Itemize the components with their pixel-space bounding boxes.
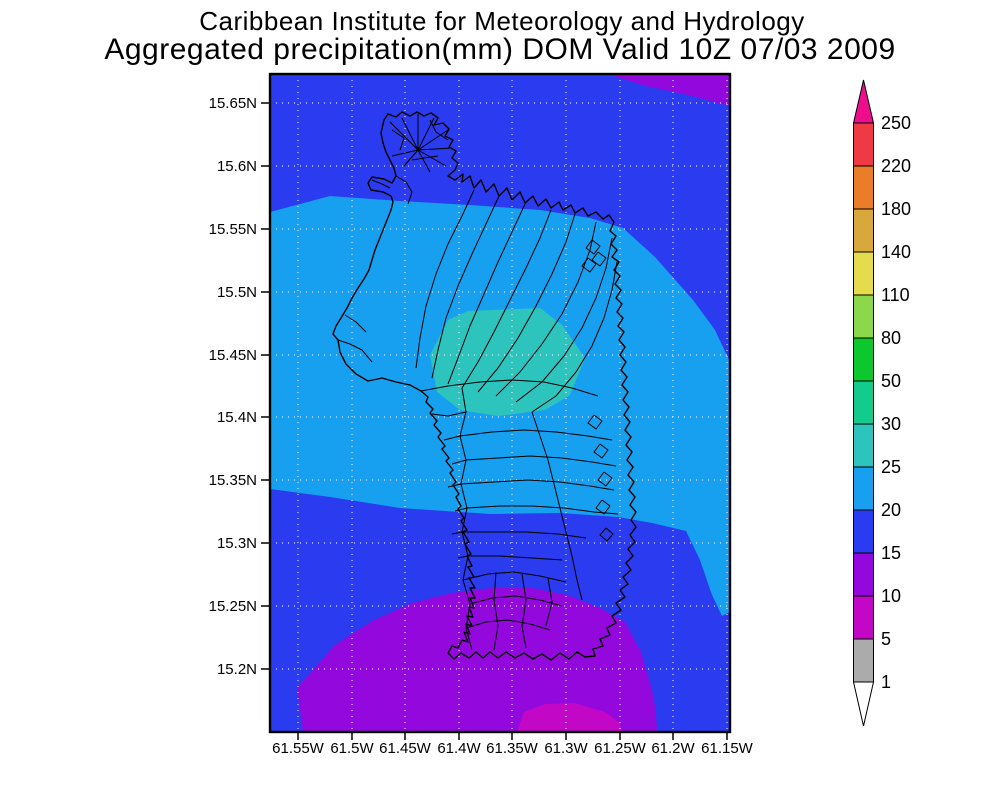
lat-label: 15.2N [217, 661, 257, 678]
colorbar-label: 110 [881, 285, 910, 305]
colorbar-segment [853, 251, 874, 296]
lon-label: 61.3W [544, 740, 588, 757]
lon-label: 61.55W [272, 740, 325, 757]
lat-label: 15.65N [209, 95, 257, 112]
field-band-25-30 [430, 308, 585, 416]
figure-titles: Caribbean Institute for Meteorology and … [104, 6, 895, 66]
plot-border [268, 72, 732, 734]
precip-field [270, 74, 730, 732]
colorbar-label: 15 [881, 543, 901, 563]
colorbar-label: 5 [881, 629, 891, 649]
lon-label: 61.5W [330, 740, 374, 757]
colorbar-label: 50 [881, 371, 901, 391]
colorbar-label: 1 [881, 672, 891, 692]
lon-label: 61.35W [486, 740, 539, 757]
colorbar-label: 80 [881, 328, 901, 348]
lon-axis-labels: 61.55W 61.5W 61.45W 61.4W 61.35W 61.3W 6… [272, 740, 754, 757]
colorbar-segment [853, 552, 874, 597]
colorbar-segment [853, 294, 874, 339]
lon-label: 61.45W [379, 740, 432, 757]
lat-label: 15.3N [217, 535, 257, 552]
lat-label: 15.55N [209, 221, 257, 238]
colorbar: 250 220 180 140 110 80 50 30 25 20 15 10… [852, 79, 911, 727]
colorbar-label: 25 [881, 457, 901, 477]
colorbar-label: 10 [881, 586, 901, 606]
field-band-10-15-northeast [607, 74, 730, 106]
colorbar-segment [853, 380, 874, 425]
colorbar-segment [853, 638, 874, 683]
lat-label: 15.25N [209, 598, 257, 615]
colorbar-segment [853, 595, 874, 640]
lon-label: 61.4W [437, 740, 481, 757]
colorbar-segment [853, 337, 874, 382]
colorbar-label: 20 [881, 500, 901, 520]
lat-axis-labels: 15.65N 15.6N 15.55N 15.5N 15.45N 15.4N 1… [209, 95, 257, 678]
figure-title-line2: Aggregated precipitation(mm) DOM Valid 1… [104, 33, 895, 66]
colorbar-segment [853, 165, 874, 210]
axis-ticks [261, 102, 728, 740]
lat-label: 15.5N [217, 284, 257, 301]
dominica-coastline [332, 111, 637, 661]
colorbar-segment [853, 466, 874, 511]
field-band-5-10 [517, 703, 622, 732]
colorbar-label: 220 [881, 156, 911, 176]
colorbar-labels: 250 220 180 140 110 80 50 30 25 20 15 10… [881, 113, 911, 692]
lon-label: 61.2W [651, 740, 695, 757]
lon-label: 61.25W [594, 740, 647, 757]
colorbar-segment [853, 122, 874, 167]
figure-title-line1: Caribbean Institute for Meteorology and … [199, 6, 805, 36]
colorbar-segment [853, 208, 874, 253]
colorbar-arrow-top [852, 79, 875, 124]
colorbar-label: 140 [881, 242, 911, 262]
lat-label: 15.35N [209, 472, 257, 489]
watershed-boundaries [337, 114, 619, 651]
lat-label: 15.6N [217, 158, 257, 175]
lon-label: 61.15W [701, 740, 754, 757]
colorbar-segment [853, 509, 874, 554]
colorbar-arrow-bottom [852, 681, 875, 727]
lat-label: 15.45N [209, 347, 257, 364]
field-band-10-15-south [297, 588, 657, 732]
colorbar-label: 180 [881, 199, 911, 219]
colorbar-label: 30 [881, 414, 901, 434]
colorbar-segment [853, 423, 874, 468]
dominica-outline-group [332, 111, 637, 661]
colorbar-label: 250 [881, 113, 911, 133]
lat-label: 15.4N [217, 409, 257, 426]
